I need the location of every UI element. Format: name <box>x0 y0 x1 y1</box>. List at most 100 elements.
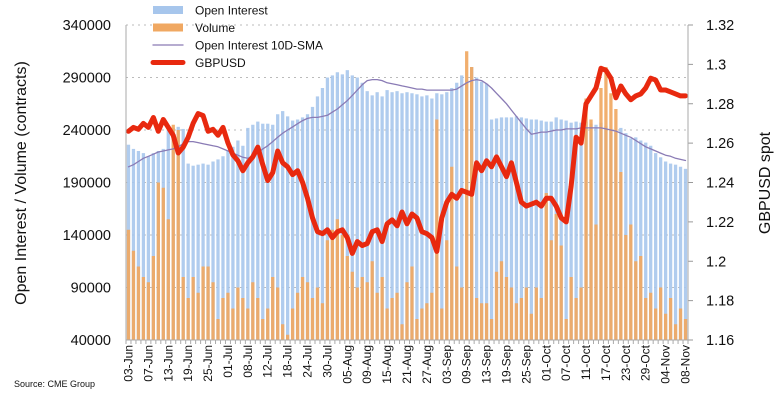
volume-bar <box>514 303 519 340</box>
open-interest-bar <box>564 120 568 340</box>
y2-tick-label: 1.24 <box>706 176 734 192</box>
volume-bar <box>325 240 330 340</box>
volume-bar <box>589 119 593 340</box>
volume-bar <box>619 172 623 340</box>
y-axis-title: Open Interest / Volume (contracts) <box>13 61 30 305</box>
volume-bar <box>594 224 598 340</box>
y2-tick-label: 1.32 <box>706 18 734 34</box>
volume-bar <box>430 292 434 340</box>
gbpusd-line <box>126 65 688 256</box>
open-interest-bar <box>365 91 369 341</box>
volume-bar <box>256 298 260 340</box>
open-interest-bar <box>251 124 255 340</box>
x-tick-label: 07-Jun <box>141 345 155 382</box>
volume-bar <box>276 287 280 340</box>
y2-tick-label: 1.22 <box>706 215 734 231</box>
legend-swatch <box>153 23 183 32</box>
volume-bar <box>395 292 399 340</box>
volume-bar <box>629 224 633 340</box>
volume-bar <box>221 298 225 340</box>
open-interest-bar <box>489 119 494 340</box>
volume-bar <box>683 319 688 340</box>
volume-bar <box>609 93 613 340</box>
open-interest-bar <box>290 120 295 340</box>
x-tick-label: 25-Sep <box>519 345 533 384</box>
volume-bar <box>285 334 290 340</box>
open-interest-bar <box>216 159 220 340</box>
volume-bar <box>494 271 499 340</box>
volume-bar <box>131 250 136 340</box>
volume-bar <box>489 319 494 340</box>
y2-tick-label: 1.3 <box>706 57 726 73</box>
volume-bar <box>529 313 533 340</box>
y-tick-label: 340000 <box>63 18 111 34</box>
open-interest-bar <box>479 81 484 340</box>
volume-bar <box>509 287 514 340</box>
volume-bar <box>455 266 459 340</box>
volume-bar <box>281 324 285 340</box>
open-interest-bar <box>380 96 384 341</box>
open-interest-bar <box>673 164 678 340</box>
open-interest-bar <box>514 116 519 340</box>
volume-bar <box>231 308 235 340</box>
x-tick-label: 15-Aug <box>380 345 394 384</box>
volume-bar <box>534 287 538 340</box>
open-interest-bar <box>181 128 185 340</box>
volume-bar <box>554 214 558 340</box>
open-interest-bar <box>345 70 349 341</box>
volume-bar <box>634 261 638 340</box>
open-interest-bar <box>141 153 146 340</box>
volume-bar <box>654 308 658 340</box>
legend-label: Open Interest <box>195 4 268 18</box>
x-tick-label: 08-Nov <box>679 345 693 384</box>
open-interest-bar <box>355 77 359 340</box>
y-tick-label: 140000 <box>63 228 111 244</box>
volume-bar <box>470 67 474 340</box>
open-interest-bar <box>430 98 434 340</box>
volume-bar <box>544 193 548 340</box>
volume-bar <box>370 261 374 340</box>
open-interest-bar <box>559 119 563 340</box>
open-interest-bar <box>196 164 200 340</box>
volume-bar <box>156 182 160 340</box>
open-interest-bar <box>335 72 340 340</box>
volume-bar <box>271 277 275 340</box>
volume-bar <box>639 256 643 340</box>
bars <box>126 51 688 341</box>
y2-tick-label: 1.28 <box>706 97 734 113</box>
volume-bar <box>400 324 404 340</box>
y-tick-label: 240000 <box>63 123 111 139</box>
volume-bar <box>604 67 608 340</box>
volume-bar <box>151 256 155 340</box>
volume-bar <box>519 298 524 340</box>
open-interest-bar <box>201 163 205 340</box>
legend-label: Volume <box>195 21 235 35</box>
y2-tick-label: 1.16 <box>706 333 734 349</box>
volume-bar <box>668 298 673 340</box>
open-interest-bar <box>320 88 325 340</box>
open-interest-bar <box>455 82 459 340</box>
open-interest-bar <box>654 153 658 340</box>
volume-bar <box>305 282 310 340</box>
y2-tick-label: 1.2 <box>706 254 726 270</box>
open-interest-bar <box>683 168 688 340</box>
volume-bar <box>310 298 315 340</box>
volume-bar <box>350 271 354 340</box>
open-interest-bar <box>524 118 529 340</box>
open-interest-bar <box>494 118 499 340</box>
x-tick-label: 17-Oct <box>599 344 613 381</box>
open-interest-bar <box>295 119 300 340</box>
open-interest-sma-line <box>127 78 687 168</box>
volume-bar <box>216 319 220 340</box>
open-interest-bar <box>460 75 464 341</box>
x-tick-label: 25-Jun <box>201 345 215 382</box>
source-note: Source: CME Group <box>14 379 95 389</box>
open-interest-bar <box>226 151 230 340</box>
volume-bar <box>206 266 210 340</box>
open-interest-bar <box>186 163 190 340</box>
x-tick-label: 08-Jul <box>241 345 255 378</box>
open-interest-bar <box>206 164 210 340</box>
open-interest-bar <box>231 146 235 340</box>
volume-bar <box>355 287 359 340</box>
open-interest-bar <box>211 161 215 340</box>
